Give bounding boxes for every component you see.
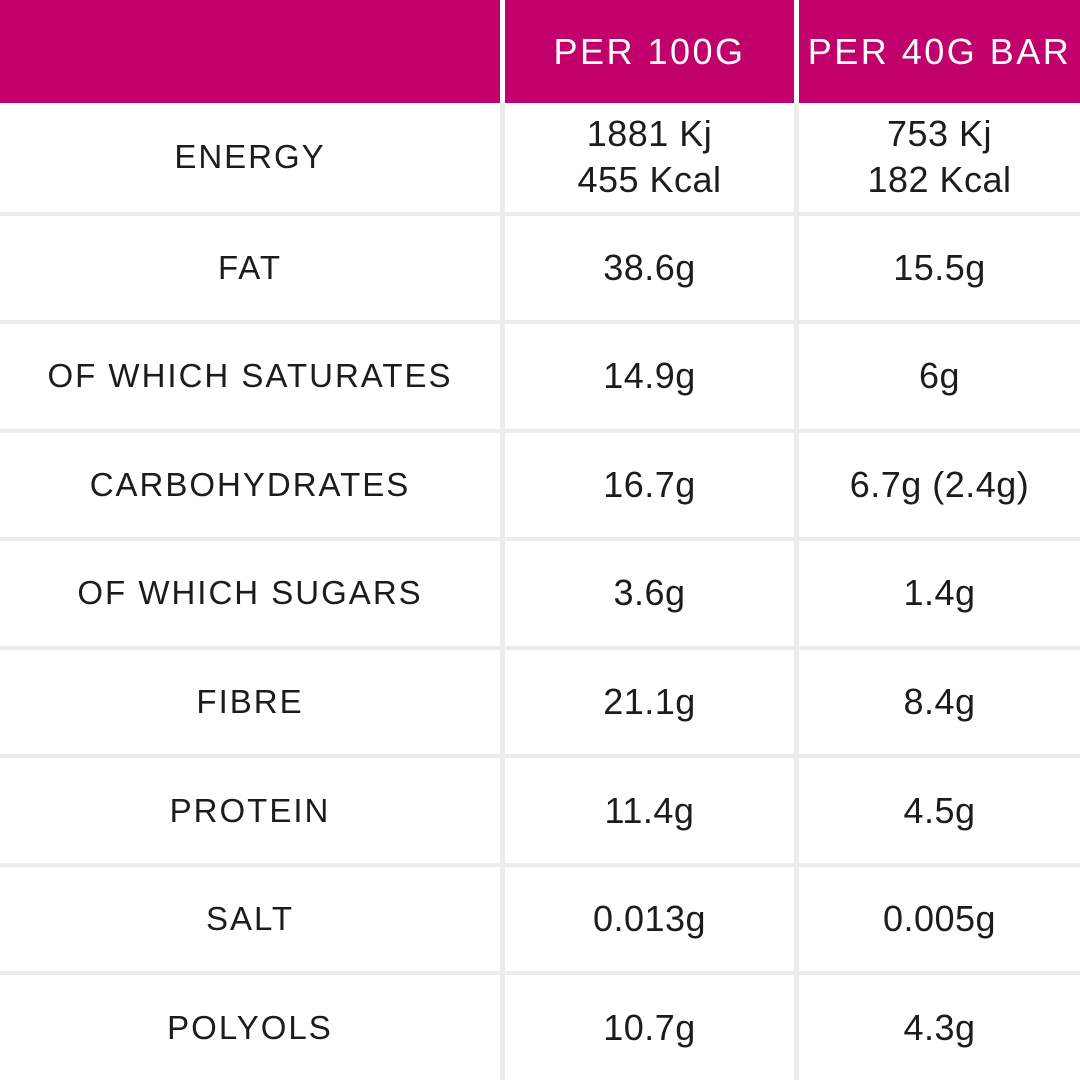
row-label-carbohydrates: CARBOHYDRATES (0, 428, 500, 538)
value-energy-per-40g-bar: 753 Kj 182 Kcal (794, 103, 1080, 212)
header-per-40g-bar: PER 40G BAR (794, 0, 1080, 103)
value-carbohydrates-per-40g-bar: 6.7g (2.4g) (794, 428, 1080, 538)
value-sugars-per-100g: 3.6g (500, 537, 794, 646)
value-salt-per-40g-bar: 0.005g (794, 862, 1080, 972)
value-carbohydrates-per-100g: 16.7g (500, 428, 794, 538)
header-per-100g: PER 100G (500, 0, 794, 103)
value-polyols-per-40g-bar: 4.3g (794, 971, 1080, 1080)
row-label-of-which-saturates: OF WHICH SATURATES (0, 320, 500, 429)
row-label-of-which-sugars: OF WHICH SUGARS (0, 537, 500, 646)
value-fat-per-40g-bar: 15.5g (794, 211, 1080, 321)
row-label-fat: FAT (0, 211, 500, 321)
value-polyols-per-100g: 10.7g (500, 971, 794, 1080)
value-fibre-per-40g-bar: 8.4g (794, 645, 1080, 755)
value-saturates-per-40g-bar: 6g (794, 320, 1080, 429)
row-label-energy: ENERGY (0, 103, 500, 212)
value-fat-per-100g: 38.6g (500, 211, 794, 321)
row-label-polyols: POLYOLS (0, 971, 500, 1080)
value-protein-per-100g: 11.4g (500, 754, 794, 863)
row-label-fibre: FIBRE (0, 645, 500, 755)
row-label-salt: SALT (0, 862, 500, 972)
value-protein-per-40g-bar: 4.5g (794, 754, 1080, 863)
value-fibre-per-100g: 21.1g (500, 645, 794, 755)
value-sugars-per-40g-bar: 1.4g (794, 537, 1080, 646)
row-label-protein: PROTEIN (0, 754, 500, 863)
value-salt-per-100g: 0.013g (500, 862, 794, 972)
value-saturates-per-100g: 14.9g (500, 320, 794, 429)
value-energy-per-100g: 1881 Kj 455 Kcal (500, 103, 794, 212)
header-blank-cell (0, 0, 500, 103)
